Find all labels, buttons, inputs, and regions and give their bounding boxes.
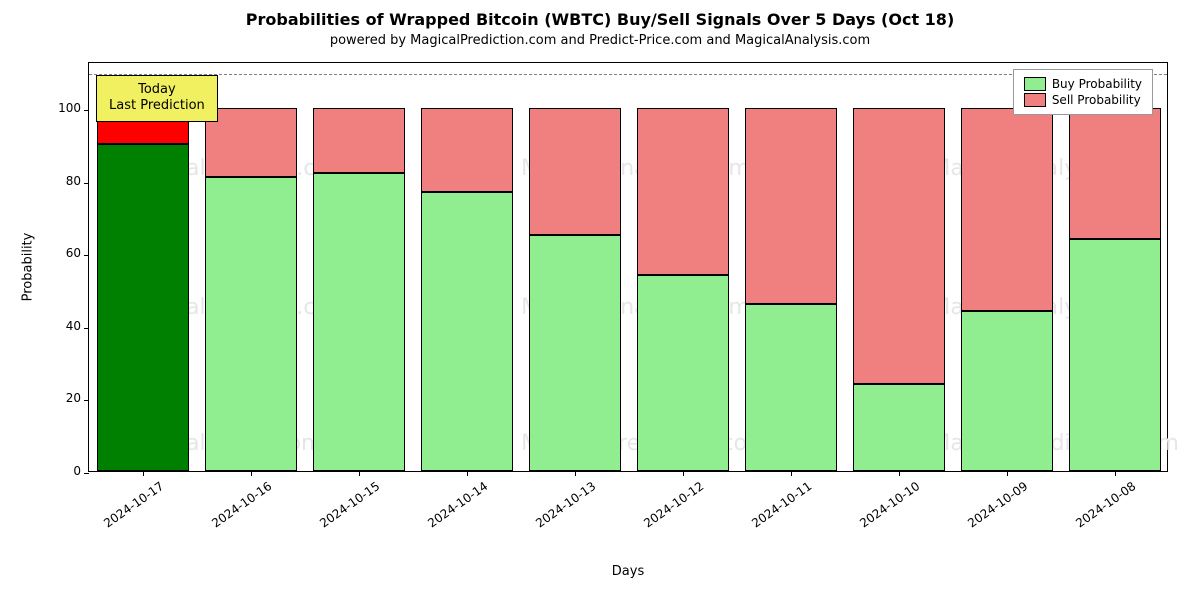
x-tick-label: 2024-10-09 (965, 479, 1030, 530)
legend-label: Buy Probability (1052, 77, 1142, 91)
sell-bar (637, 108, 730, 275)
bar-group (1069, 61, 1162, 471)
x-tick-mark (1007, 471, 1008, 476)
x-tick-mark (143, 471, 144, 476)
x-axis-label: Days (612, 564, 644, 579)
x-tick-mark (683, 471, 684, 476)
chart-area: MagicalAnalysis.comMagicalAnalysis.comMa… (88, 62, 1168, 472)
legend-item: Sell Probability (1024, 92, 1142, 108)
x-tick-label: 2024-10-11 (749, 479, 814, 530)
legend-item: Buy Probability (1024, 76, 1142, 92)
legend-swatch (1024, 93, 1046, 107)
x-tick-mark (575, 471, 576, 476)
chart-title: Probabilities of Wrapped Bitcoin (WBTC) … (0, 0, 1200, 29)
sell-bar (853, 108, 946, 384)
legend-label: Sell Probability (1052, 93, 1141, 107)
x-tick-mark (1115, 471, 1116, 476)
sell-bar (745, 108, 838, 304)
bar-group (97, 61, 190, 471)
y-tick-label: 100 (58, 101, 89, 115)
y-tick-label: 20 (66, 391, 89, 405)
bar-group (961, 61, 1054, 471)
bar-group (745, 61, 838, 471)
bar-group (637, 61, 730, 471)
y-axis-label: Probability (21, 233, 36, 302)
sell-bar (1069, 108, 1162, 239)
x-tick-mark (359, 471, 360, 476)
x-tick-label: 2024-10-14 (425, 479, 490, 530)
y-tick-label: 40 (66, 319, 89, 333)
x-tick-label: 2024-10-08 (1073, 479, 1138, 530)
x-tick-label: 2024-10-16 (209, 479, 274, 530)
buy-bar (961, 311, 1054, 471)
buy-bar (529, 235, 622, 471)
chart-subtitle: powered by MagicalPrediction.com and Pre… (0, 33, 1200, 48)
today-annotation: Today Last Prediction (96, 75, 218, 122)
y-tick-label: 60 (66, 246, 89, 260)
sell-bar (313, 108, 406, 173)
plot-area: MagicalAnalysis.comMagicalAnalysis.comMa… (89, 63, 1167, 471)
bar-group (205, 61, 298, 471)
x-tick-label: 2024-10-10 (857, 479, 922, 530)
sell-bar (421, 108, 514, 191)
sell-bar (529, 108, 622, 235)
bar-group (313, 61, 406, 471)
x-tick-label: 2024-10-17 (101, 479, 166, 530)
x-tick-mark (467, 471, 468, 476)
x-tick-mark (899, 471, 900, 476)
buy-bar (421, 192, 514, 471)
y-tick-label: 0 (73, 464, 89, 478)
buy-bar (97, 144, 190, 471)
buy-bar (853, 384, 946, 471)
y-tick-label: 80 (66, 174, 89, 188)
buy-bar (745, 304, 838, 471)
x-tick-label: 2024-10-13 (533, 479, 598, 530)
bar-group (421, 61, 514, 471)
buy-bar (637, 275, 730, 471)
bar-group (529, 61, 622, 471)
legend-swatch (1024, 77, 1046, 91)
x-tick-label: 2024-10-12 (641, 479, 706, 530)
reference-line (89, 74, 1167, 75)
annotation-line2: Last Prediction (109, 98, 205, 114)
legend: Buy Probability Sell Probability (1013, 69, 1153, 115)
sell-bar (961, 108, 1054, 311)
buy-bar (313, 173, 406, 471)
sell-bar (205, 108, 298, 177)
x-tick-mark (251, 471, 252, 476)
annotation-line1: Today (109, 82, 205, 98)
x-tick-label: 2024-10-15 (317, 479, 382, 530)
bar-group (853, 61, 946, 471)
buy-bar (205, 177, 298, 471)
x-tick-mark (791, 471, 792, 476)
buy-bar (1069, 239, 1162, 471)
